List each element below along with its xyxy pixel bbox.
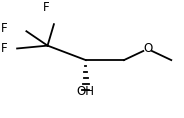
- Text: OH: OH: [77, 85, 95, 98]
- Text: O: O: [143, 42, 152, 55]
- Text: F: F: [1, 22, 8, 35]
- Text: F: F: [1, 42, 8, 55]
- Text: F: F: [43, 1, 50, 14]
